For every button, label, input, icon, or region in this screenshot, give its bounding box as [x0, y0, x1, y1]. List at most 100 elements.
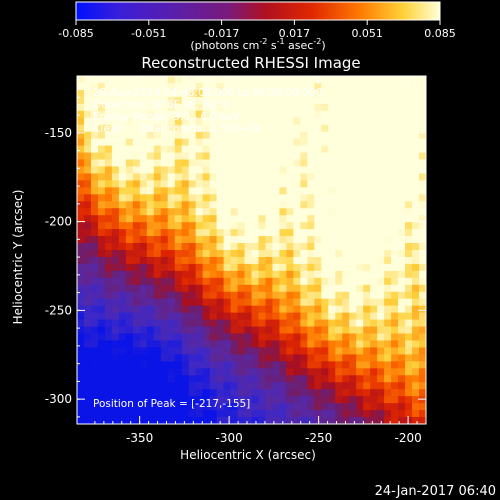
heatmap-cell — [286, 382, 294, 390]
heatmap-cell — [258, 96, 266, 105]
heatmap-cell — [181, 89, 190, 98]
heatmap-cell — [328, 187, 336, 195]
heatmap-cell — [363, 417, 371, 424]
heatmap-cell — [90, 361, 99, 369]
heatmap-cell — [363, 117, 371, 126]
heatmap-cell — [258, 319, 266, 327]
heatmap-cell — [244, 138, 252, 146]
heatmap-cell — [293, 103, 301, 112]
heatmap-cell — [77, 263, 85, 272]
heatmap-cell — [132, 250, 141, 258]
heatmap-cell — [342, 417, 350, 424]
heatmap-cell — [391, 187, 399, 195]
heatmap-cell — [216, 208, 224, 216]
colorbar-tick-label: -0.051 — [131, 27, 166, 40]
heatmap-cell — [293, 410, 301, 418]
heatmap-cell — [146, 284, 155, 293]
heatmap-cell — [349, 256, 357, 265]
heatmap-cell — [328, 180, 336, 188]
heatmap-cell — [188, 236, 197, 244]
heatmap-cell — [398, 333, 406, 341]
heatmap-cell — [300, 347, 308, 355]
heatmap-cell — [209, 215, 217, 223]
heatmap-cell — [356, 382, 364, 390]
heatmap-cell — [314, 124, 322, 133]
heatmap-cell — [300, 82, 308, 91]
heatmap-cell — [377, 208, 385, 216]
heatmap-cell — [391, 201, 399, 209]
heatmap-cell — [223, 368, 231, 376]
heatmap-cell — [265, 215, 273, 223]
heatmap-cell — [160, 270, 169, 279]
heatmap-cell — [356, 326, 364, 334]
heatmap-cell — [216, 201, 224, 209]
heatmap-cell — [146, 291, 155, 300]
heatmap-cell — [398, 298, 406, 307]
plot-frame — [76, 75, 427, 425]
heatmap-cell — [279, 403, 287, 411]
heatmap-cell — [209, 368, 217, 376]
heatmap-cell — [167, 124, 176, 133]
heatmap-cell — [244, 382, 252, 390]
heatmap-cell — [153, 256, 162, 265]
heatmap-cell — [342, 354, 350, 362]
heatmap-cell — [153, 410, 162, 418]
heatmap-cell — [167, 333, 176, 341]
heatmap-cell — [314, 173, 322, 181]
heatmap-cell — [118, 403, 127, 411]
heatmap-cell — [97, 340, 106, 348]
heatmap-cell — [77, 382, 85, 390]
heatmap-cell — [195, 284, 204, 293]
heatmap-cell — [216, 131, 224, 140]
heatmap-cell — [335, 263, 343, 272]
heatmap-cell — [160, 340, 169, 348]
x-axis-label: Heliocentric X (arcsec) — [180, 448, 316, 462]
heatmap-cell — [377, 298, 385, 307]
heatmap-cell — [328, 368, 336, 376]
heatmap-cell — [132, 319, 141, 327]
heatmap-cell — [342, 340, 350, 348]
heatmap-cell — [384, 76, 392, 84]
heatmap-cell — [237, 389, 245, 397]
heatmap-cell — [370, 117, 378, 126]
heatmap-cell — [111, 166, 120, 174]
heatmap-cell — [97, 375, 106, 383]
heatmap-cell — [328, 291, 336, 300]
heatmap-cell — [209, 298, 217, 307]
heatmap-cell — [405, 152, 413, 160]
heatmap-cell — [160, 305, 169, 314]
heatmap-cell — [188, 250, 197, 258]
heatmap-cell — [293, 389, 301, 397]
heatmap-cell — [251, 375, 259, 383]
heatmap-cell — [419, 389, 426, 397]
heatmap-cell — [251, 166, 259, 174]
heatmap-cell — [349, 124, 357, 133]
heatmap-cell — [209, 382, 217, 390]
heatmap-cell — [356, 263, 364, 272]
heatmap-cell — [398, 291, 406, 300]
heatmap-cell — [146, 410, 155, 418]
heatmap-cell — [349, 396, 357, 404]
heatmap-cell — [132, 403, 141, 411]
heatmap-cell — [328, 138, 336, 146]
heatmap-cell — [279, 333, 287, 341]
heatmap-cell — [279, 243, 287, 251]
heatmap-cell — [230, 396, 238, 404]
heatmap-cell — [90, 368, 99, 376]
heatmap-cell — [356, 291, 364, 300]
heatmap-cell — [279, 131, 287, 140]
heatmap-cell — [139, 76, 148, 84]
heatmap-cell — [314, 138, 322, 146]
heatmap-cell — [146, 187, 155, 195]
heatmap-cell — [272, 103, 280, 112]
heatmap-cell — [377, 194, 385, 202]
heatmap-cell — [265, 180, 273, 188]
heatmap-cell — [258, 361, 266, 369]
heatmap-cell — [77, 103, 85, 112]
heatmap-cell — [419, 361, 426, 369]
heatmap-cell — [83, 410, 92, 418]
heatmap-cell — [391, 152, 399, 160]
heatmap-cell — [251, 396, 259, 404]
heatmap-cell — [90, 270, 99, 279]
heatmap-cell — [412, 76, 420, 84]
